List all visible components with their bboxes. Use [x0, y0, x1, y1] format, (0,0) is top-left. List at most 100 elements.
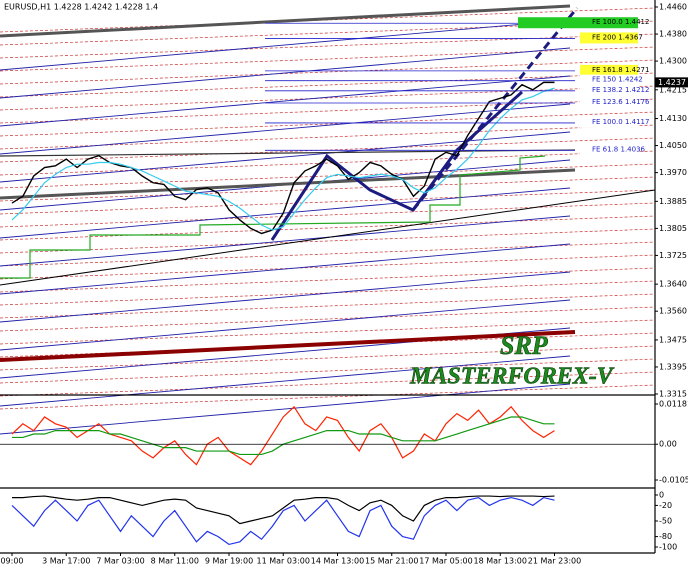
trend-line	[0, 330, 576, 362]
series-line	[11, 496, 555, 546]
y-tick-label: -50	[659, 517, 672, 526]
fib-fan-line	[0, 267, 656, 293]
y-tick-label: 1.3315	[659, 390, 687, 399]
trend-line	[0, 149, 576, 157]
y-tick-label: 1.4215	[659, 85, 687, 94]
chart-title: EURUSD,H1 1.4228 1.4242 1.4228 1.4	[4, 3, 158, 12]
fib-label: FE 123.6 1.4176	[592, 98, 650, 106]
fib-fan-line	[0, 46, 656, 72]
series-line	[11, 81, 555, 235]
y-tick-label: 1.3560	[659, 307, 687, 316]
x-tick-label: 7 Mar 03:00	[96, 557, 144, 566]
fib-label: FE 100.0 1.4412	[592, 18, 649, 26]
series-line	[12, 495, 555, 525]
fib-fan-line	[0, 228, 656, 254]
y-tick-label: -20	[659, 501, 672, 510]
trend-line	[0, 168, 576, 200]
fib-fan-line	[0, 384, 656, 410]
fib-fan-line	[0, 319, 656, 345]
fib-fan-line	[0, 85, 656, 111]
y-tick-label: 1.4300	[659, 57, 687, 66]
x-tick-label: 21 Mar 23:00	[528, 557, 581, 566]
watermark: SRP	[500, 331, 549, 360]
trend-line	[0, 189, 656, 286]
support-step	[0, 155, 546, 279]
fib-label: FE 61.8 1.4036	[592, 145, 646, 153]
wave-line	[270, 90, 523, 241]
y-tick-label: 0.00	[659, 440, 677, 449]
series-line	[11, 405, 555, 466]
fib-label: FE 161.8 1.4271	[592, 66, 649, 74]
fib-fan-line	[0, 202, 656, 228]
fib-fan-line	[0, 72, 656, 98]
channel-line	[0, 299, 571, 351]
x-tick-label: 09:00	[0, 557, 23, 566]
x-tick-label: 14 Mar 13:00	[311, 557, 364, 566]
y-tick-label: 1.4380	[659, 30, 687, 39]
channel-line	[0, 131, 571, 183]
fib-box	[580, 144, 638, 156]
y-tick-label: 1.3885	[659, 197, 687, 206]
y-tick-label: -100	[659, 543, 677, 552]
channel-line	[0, 187, 571, 239]
fib-fan-line	[0, 163, 656, 189]
fib-fan-line	[0, 371, 656, 397]
fib-fan-line	[0, 293, 656, 319]
y-tick-label: 0.01181	[659, 400, 688, 409]
x-tick-label: 8 Mar 11:00	[151, 557, 199, 566]
fib-fan-line	[0, 358, 656, 384]
fib-box	[580, 96, 638, 108]
y-tick-label: -80	[659, 532, 672, 541]
fib-box	[580, 116, 638, 128]
fib-fan-line	[0, 215, 656, 241]
fib-label: FE 138.2 1.4212	[592, 86, 649, 94]
channel-line	[0, 103, 571, 155]
x-tick-label: 11 Mar 03:00	[257, 557, 310, 566]
fib-box	[518, 17, 638, 29]
channel-line	[0, 215, 571, 267]
fib-fan-line	[0, 150, 656, 176]
fib-fan-line	[0, 111, 656, 137]
fib-label: FE 200 1.4367	[592, 33, 643, 41]
fib-fan-line	[0, 254, 656, 280]
y-tick-label: 1.4130	[659, 114, 687, 123]
fib-label: FE 150 1.4242	[592, 76, 643, 84]
channel-line	[0, 355, 571, 407]
fib-fan-line	[0, 124, 656, 150]
channel-line	[0, 19, 571, 71]
fib-fan-line	[0, 189, 656, 215]
channel-line	[0, 243, 571, 295]
x-tick-label: 3 Mar 17:00	[42, 557, 90, 566]
projection-line	[411, 7, 579, 211]
x-tick-label: 17 Mar 05:00	[419, 557, 472, 566]
y-tick-label: 1.3805	[659, 224, 687, 233]
y-tick-label: 1.3640	[659, 280, 687, 289]
y-tick-label: 1.3970	[659, 168, 687, 177]
fib-box	[580, 74, 638, 86]
fib-box	[580, 32, 638, 44]
fib-label: FE 100.0 1.4117	[592, 118, 649, 126]
fib-box	[580, 64, 638, 76]
price-marker-label: 1.4237	[658, 78, 686, 87]
y-tick-label: 1.3725	[659, 251, 687, 260]
x-tick-label: 18 Mar 13:00	[474, 557, 527, 566]
watermark: MASTERFOREX-V	[409, 364, 615, 390]
drawings	[0, 4, 656, 435]
fib-fan-line	[0, 176, 656, 202]
y-tick-label: 1.3475	[659, 335, 687, 344]
fib-fan-line	[0, 345, 656, 371]
y-tick-label: 0	[659, 491, 664, 500]
fib-fan-line	[0, 59, 656, 85]
y-tick-label: 1.4460	[659, 3, 687, 12]
y-tick-label: -0.0105	[659, 476, 688, 485]
fib-fan-line	[0, 306, 656, 332]
x-tick-label: 9 Mar 19:00	[205, 557, 253, 566]
y-tick-label: 1.4050	[659, 141, 687, 150]
fib-fan-line	[0, 33, 656, 59]
trend-line	[0, 4, 571, 38]
series-line	[11, 87, 555, 231]
y-tick-label: 1.3395	[659, 362, 687, 371]
x-tick-label: 15 Mar 21:00	[365, 557, 418, 566]
channel-line	[0, 47, 571, 99]
